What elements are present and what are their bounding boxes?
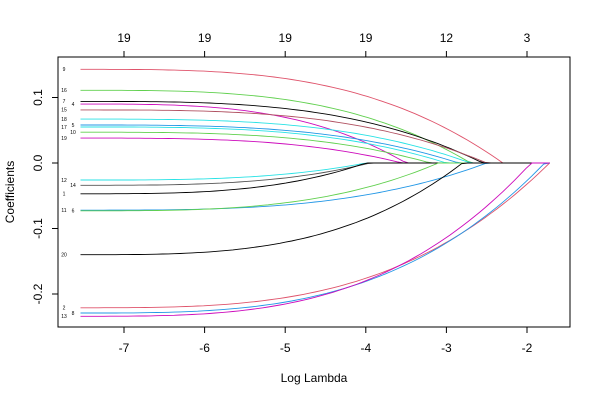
series-label: 13 bbox=[61, 314, 67, 320]
top-tick-label: 19 bbox=[117, 31, 131, 45]
coef-path-14 bbox=[80, 162, 550, 186]
coef-path-7 bbox=[80, 100, 550, 164]
top-tick-label: 19 bbox=[359, 31, 373, 45]
series-label: 20 bbox=[61, 253, 67, 259]
series-label: 4 bbox=[72, 102, 75, 108]
series-label: 11 bbox=[61, 208, 66, 214]
coef-path-6 bbox=[80, 162, 550, 212]
y-tick-label: -0.2 bbox=[31, 283, 45, 304]
series-label: 6 bbox=[72, 209, 75, 215]
coef-path-19 bbox=[80, 137, 550, 164]
series-label: 10 bbox=[70, 130, 76, 136]
series-label: 2 bbox=[63, 306, 66, 312]
series-label: 15 bbox=[61, 108, 67, 114]
series-label: 14 bbox=[70, 183, 76, 189]
x-tick-label: -7 bbox=[119, 341, 130, 355]
y-axis-label: Coefficients bbox=[3, 161, 17, 223]
coef-path-15 bbox=[80, 109, 550, 164]
coef-path-13 bbox=[80, 162, 550, 317]
series-label: 12 bbox=[61, 178, 67, 184]
y-tick-label: -0.1 bbox=[31, 218, 45, 239]
coef-path-16 bbox=[80, 89, 550, 164]
coef-path-8 bbox=[80, 162, 550, 314]
series-label: 17 bbox=[61, 125, 67, 131]
series-label: 1 bbox=[63, 192, 66, 198]
top-tick-label: 3 bbox=[524, 31, 531, 45]
y-tick-label: 0.0 bbox=[31, 154, 45, 171]
series-label: 9 bbox=[63, 67, 66, 73]
plot-frame bbox=[57, 56, 571, 328]
top-tick-label: 19 bbox=[279, 31, 293, 45]
coef-path-5 bbox=[80, 124, 550, 164]
top-tick-label: 12 bbox=[440, 31, 454, 45]
coef-path-11 bbox=[80, 162, 550, 211]
series-label: 8 bbox=[72, 311, 75, 317]
coef-path-1 bbox=[80, 162, 550, 195]
series-label: 7 bbox=[63, 99, 66, 105]
series-label: 16 bbox=[61, 88, 67, 94]
y-tick-label: 0.1 bbox=[31, 89, 45, 106]
x-tick-label: -3 bbox=[441, 341, 452, 355]
x-tick-label: -2 bbox=[522, 341, 533, 355]
coef-path-9 bbox=[80, 68, 550, 164]
top-tick-label: 19 bbox=[198, 31, 212, 45]
x-tick-label: -6 bbox=[199, 341, 210, 355]
coef-path-20 bbox=[80, 162, 550, 256]
x-tick-label: -5 bbox=[280, 341, 291, 355]
series-label: 18 bbox=[61, 117, 67, 123]
x-tick-label: -4 bbox=[360, 341, 371, 355]
series-label: 5 bbox=[72, 123, 75, 129]
series-label: 19 bbox=[61, 136, 67, 142]
x-axis-label: Log Lambda bbox=[281, 371, 348, 385]
